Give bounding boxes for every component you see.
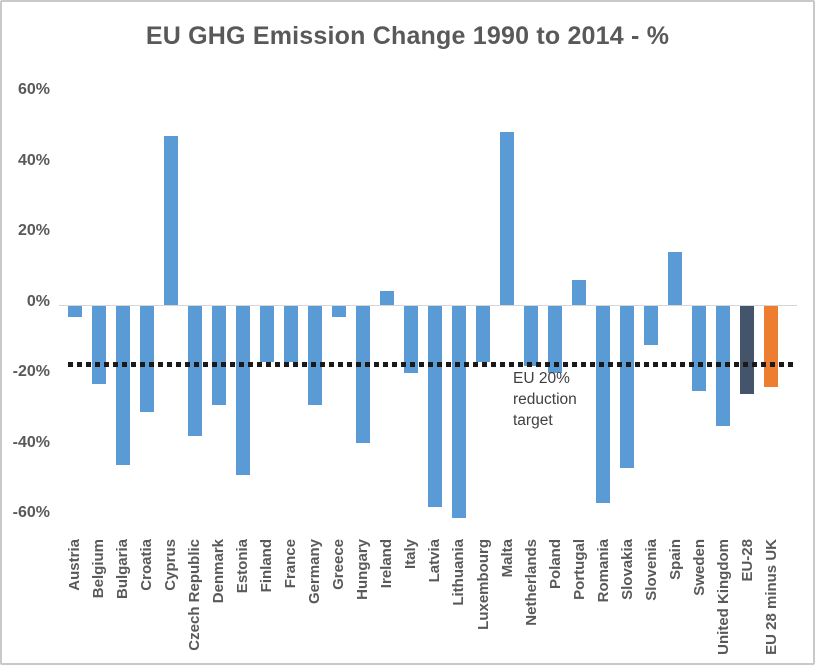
bar-latvia xyxy=(427,306,442,507)
bar-luxembourg xyxy=(476,306,490,363)
bar-italy xyxy=(403,306,418,373)
x-label-eu-28: EU-28 xyxy=(738,539,756,582)
bar-austria xyxy=(67,306,82,317)
y-tick-label-20: 20% xyxy=(17,222,50,239)
bar-lithuania xyxy=(451,306,466,518)
x-label-poland: Poland xyxy=(546,539,564,590)
x-label-austria: Austria xyxy=(66,539,83,591)
x-label-bulgaria: Bulgaria xyxy=(114,539,132,600)
y-tick-label-60: 60% xyxy=(17,81,50,98)
target-annotation-line-2: reduction xyxy=(513,391,577,408)
y-tick-label-0: 0% xyxy=(26,292,50,310)
y-tick-label--60: -60% xyxy=(12,504,50,521)
x-label-estonia: Estonia xyxy=(234,539,252,594)
target-annotation: EU 20% reduction target xyxy=(513,368,577,431)
bar-spain xyxy=(668,252,683,305)
x-label-sweden: Sweden xyxy=(690,539,708,596)
target-annotation-line-3: target xyxy=(513,412,553,429)
x-label-hungary: Hungary xyxy=(354,539,372,600)
x-label-denmark: Denmark xyxy=(210,539,228,604)
x-label-netherlands: Netherlands xyxy=(522,539,540,626)
x-label-portugal: Portugal xyxy=(570,539,588,600)
x-label-romania: Romania xyxy=(594,539,612,603)
target-annotation-line-1: EU 20% xyxy=(513,370,570,387)
target-line xyxy=(68,362,795,368)
x-label-malta: Malta xyxy=(498,539,516,578)
x-label-ireland: Ireland xyxy=(378,539,396,589)
x-label-italy: Italy xyxy=(402,539,420,570)
bar-slovakia xyxy=(620,306,635,469)
y-tick-label--40: -40% xyxy=(12,433,50,451)
x-label-luxembourg: Luxembourg xyxy=(474,539,492,630)
x-label-france: France xyxy=(282,539,300,589)
y-tick-label--20: -20% xyxy=(12,363,50,380)
x-label-slovakia: Slovakia xyxy=(618,539,636,600)
x-label-slovenia: Slovenia xyxy=(642,539,660,601)
bar-slovenia xyxy=(644,306,659,345)
zero-axis-line xyxy=(59,305,797,306)
x-label-united-kingdom: United Kingdom xyxy=(714,539,732,655)
bar-belgium xyxy=(91,306,106,384)
bar-croatia xyxy=(139,306,154,412)
bar-hungary xyxy=(355,306,370,444)
bar-france xyxy=(283,306,298,363)
x-label-lithuania: Lithuania xyxy=(450,539,468,606)
bar-ireland xyxy=(379,290,394,305)
y-tick-label-40: 40% xyxy=(17,151,50,169)
bar-sweden xyxy=(692,306,707,391)
x-label-germany: Germany xyxy=(306,539,324,605)
bar-cyprus xyxy=(163,135,178,305)
bar-romania xyxy=(596,306,611,504)
bar-netherlands xyxy=(524,306,539,366)
bar-eu-28-minus-uk xyxy=(764,306,779,388)
bar-greece xyxy=(331,306,346,317)
chart-title: EU GHG Emission Change 1990 to 2014 - % xyxy=(145,22,670,50)
bar-estonia xyxy=(235,306,250,476)
x-label-spain: Spain xyxy=(666,539,684,580)
x-label-belgium: Belgium xyxy=(90,539,108,599)
x-label-eu-28-minus-uk: EU 28 minus UK xyxy=(762,539,780,655)
bar-germany xyxy=(307,306,322,405)
bar-malta xyxy=(500,132,515,305)
bar-bulgaria xyxy=(115,306,130,465)
bar-poland xyxy=(548,306,563,373)
bar-finland xyxy=(259,306,274,363)
bar-portugal xyxy=(572,280,587,305)
x-label-greece: Greece xyxy=(330,539,348,590)
bar-eu-28 xyxy=(740,306,755,395)
x-label-czech-republic: Czech Republic xyxy=(186,539,204,651)
x-label-latvia: Latvia xyxy=(426,539,444,583)
bar-denmark xyxy=(211,306,226,405)
x-label-croatia: Croatia xyxy=(138,539,156,591)
bar-czech-republic xyxy=(187,306,202,437)
x-label-finland: Finland xyxy=(258,539,276,593)
x-label-cyprus: Cyprus xyxy=(162,539,180,591)
